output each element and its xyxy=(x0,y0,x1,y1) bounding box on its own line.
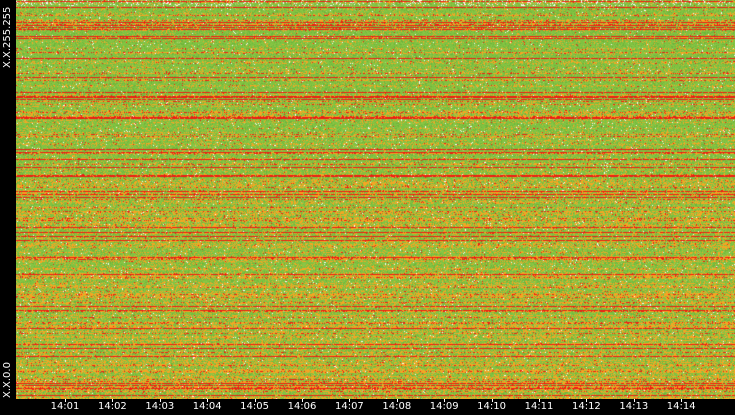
x-tick-mark xyxy=(207,399,209,402)
y-axis-label-bottom: X.X.0.0 xyxy=(2,362,13,398)
x-tick-label: 14:08 xyxy=(382,401,412,412)
x-tick-label: 14:09 xyxy=(429,401,459,412)
x-tick-mark xyxy=(254,399,256,402)
x-tick-mark xyxy=(681,399,683,402)
x-tick-label: 14:12 xyxy=(571,401,601,412)
heatmap-plot-area xyxy=(16,0,735,399)
x-tick-label: 14:03 xyxy=(145,401,175,412)
x-tick-label: 14:01 xyxy=(50,401,80,412)
x-tick-label: 14:05 xyxy=(240,401,270,412)
x-tick-label: 14:13 xyxy=(619,401,649,412)
x-tick-mark xyxy=(112,399,114,402)
x-tick-label: 14:04 xyxy=(192,401,222,412)
x-axis: 14:01 14:02 14:03 14:04 14:05 14:06 14:07 14:08… xyxy=(16,399,735,415)
x-tick-label: 14:10 xyxy=(477,401,507,412)
x-tick-mark xyxy=(159,399,161,402)
x-tick-label: 14:14 xyxy=(666,401,696,412)
x-tick-mark xyxy=(491,399,493,402)
x-tick-mark xyxy=(396,399,398,402)
x-tick-mark xyxy=(65,399,66,402)
x-tick-label: 14:07 xyxy=(334,401,364,412)
y-axis-label-top: X.X.255.255 xyxy=(2,6,13,68)
x-tick-label: 14:02 xyxy=(97,401,127,412)
x-tick-label: 14:11 xyxy=(524,401,554,412)
x-tick-mark xyxy=(302,399,303,402)
x-tick-mark xyxy=(633,399,635,402)
x-tick-label: 14:06 xyxy=(287,401,317,412)
x-tick-mark xyxy=(539,399,540,402)
x-tick-mark xyxy=(444,399,446,402)
x-tick-mark xyxy=(586,399,588,402)
x-tick-mark xyxy=(349,399,351,402)
